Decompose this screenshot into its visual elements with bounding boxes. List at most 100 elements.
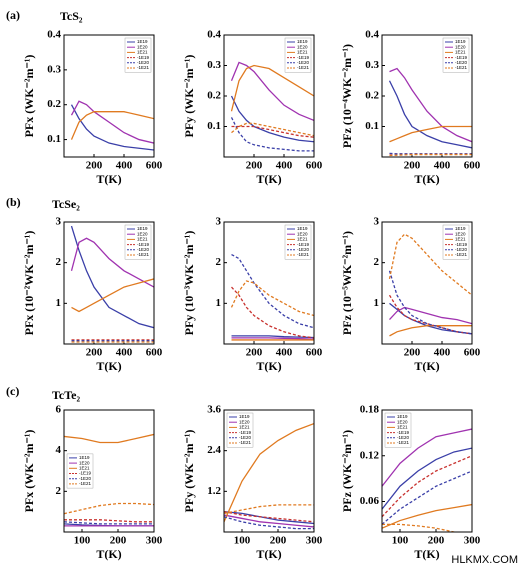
legend-label: -1E19 bbox=[137, 242, 150, 247]
x-tick-label: 600 bbox=[146, 347, 163, 359]
series-line bbox=[224, 511, 314, 523]
plot-lines bbox=[230, 253, 314, 341]
series-line bbox=[231, 337, 314, 340]
x-tick-label: 600 bbox=[464, 160, 481, 172]
legend-label: -1E21 bbox=[79, 481, 92, 486]
series-line bbox=[389, 302, 472, 335]
y-tick-label: 0.4 bbox=[47, 29, 61, 41]
series-line bbox=[72, 160, 155, 163]
legend-label: -1E20 bbox=[455, 247, 468, 252]
x-tick-label: 600 bbox=[146, 160, 163, 172]
series-line bbox=[70, 100, 154, 144]
legend-label: -1E20 bbox=[297, 247, 310, 252]
series-line bbox=[389, 306, 472, 325]
legend-label: -1E20 bbox=[137, 60, 150, 65]
legend-label: 1E19 bbox=[297, 226, 308, 231]
plot-lines bbox=[230, 61, 314, 152]
x-tick-label: 200 bbox=[428, 535, 445, 547]
legend-label: 1E19 bbox=[397, 414, 408, 419]
series-line bbox=[71, 278, 154, 313]
legend-label: -1E19 bbox=[239, 430, 252, 435]
x-tick-label: 200 bbox=[86, 347, 103, 359]
legend-label: 1E19 bbox=[239, 414, 250, 419]
legend-label: -1E21 bbox=[297, 252, 310, 257]
y-tick-label: 0.4 bbox=[365, 29, 379, 41]
legend-box bbox=[384, 412, 412, 448]
plot-frame bbox=[223, 409, 315, 533]
plot-lines bbox=[70, 225, 154, 343]
y-tick-label: 0.12 bbox=[360, 449, 380, 461]
panel-label: (a) bbox=[6, 8, 20, 22]
chart: 2 4 6 100 200 300 T(K) PFx (WK⁻²m⁻¹) 1E191E201E2… bbox=[22, 404, 163, 561]
y-axis-label: PFz (10⁻⁴WK⁻²m⁻¹) bbox=[340, 44, 354, 148]
y-axis-label: PFz (10⁻⁵WK⁻²m⁻¹) bbox=[340, 231, 354, 335]
legend-label: 1E19 bbox=[297, 39, 308, 44]
series-line bbox=[389, 152, 472, 155]
legend-label: -1E19 bbox=[397, 430, 410, 435]
series-line bbox=[72, 164, 155, 167]
y-tick-label: 0.1 bbox=[365, 120, 379, 132]
x-tick-label: 400 bbox=[434, 160, 451, 172]
series-line bbox=[224, 422, 314, 523]
x-tick-label: 200 bbox=[404, 347, 421, 359]
legend-label: -1E19 bbox=[137, 55, 150, 60]
plot-frame bbox=[223, 221, 315, 345]
chart: 0.1 0.2 0.3 0.4 200 400 600 T(K) PFz (10⁻⁴WK⁻²m⁻… bbox=[340, 29, 481, 186]
y-tick-label: 3.6 bbox=[207, 404, 221, 416]
x-axis-label: T(K) bbox=[96, 172, 121, 186]
legend-label: 1E20 bbox=[137, 231, 148, 236]
series-line bbox=[64, 521, 154, 525]
y-tick-label: 2 bbox=[56, 256, 62, 268]
legend-label: -1E20 bbox=[297, 60, 310, 65]
legend-label: 1E20 bbox=[455, 231, 466, 236]
y-axis-label: PFy (10⁻³WK⁻²m⁻¹) bbox=[182, 231, 196, 336]
plot-lines bbox=[388, 233, 472, 337]
series-line bbox=[389, 67, 472, 143]
watermark: HLKMX.COM bbox=[451, 554, 518, 566]
chart: 0.1 0.2 0.3 0.4 200 400 600 T(K) PFx (WK⁻²m⁻¹) 1E… bbox=[22, 29, 163, 186]
chart: 0.06 0.12 0.18 100 200 300 T(K) PFz (WK⁻²m⁻¹) 1E… bbox=[340, 404, 481, 561]
series-line bbox=[231, 125, 314, 138]
series-line bbox=[70, 111, 154, 140]
y-tick-label: 0.1 bbox=[47, 133, 61, 145]
legend-label: -1E21 bbox=[397, 440, 410, 445]
series-line bbox=[231, 286, 314, 339]
series-line bbox=[230, 64, 314, 112]
x-axis-label: T(K) bbox=[256, 359, 281, 373]
material-label: TcS₂ bbox=[60, 9, 83, 23]
legend-label: 1E21 bbox=[79, 465, 90, 470]
plot-lines bbox=[388, 67, 472, 157]
plot-frame bbox=[63, 34, 155, 158]
y-axis-label: PFy (WK⁻²m⁻¹) bbox=[182, 55, 196, 138]
legend-label: 1E19 bbox=[455, 226, 466, 231]
series-line bbox=[231, 122, 314, 137]
legend-label: 1E21 bbox=[137, 237, 148, 242]
legend-box bbox=[284, 37, 312, 73]
x-tick-label: 100 bbox=[392, 535, 409, 547]
x-tick-label: 600 bbox=[306, 160, 323, 172]
legend-label: -1E21 bbox=[137, 252, 150, 257]
y-tick-label: 3 bbox=[216, 216, 222, 228]
legend-label: -1E21 bbox=[455, 65, 468, 70]
y-tick-label: 2.4 bbox=[207, 444, 221, 456]
legend-label: 1E19 bbox=[79, 455, 90, 460]
legend-label: 1E20 bbox=[455, 44, 466, 49]
y-tick-label: 2 bbox=[216, 256, 222, 268]
plot-frame bbox=[63, 221, 155, 345]
series-line bbox=[224, 516, 314, 530]
legend-label: 1E19 bbox=[455, 39, 466, 44]
y-tick-label: 1 bbox=[56, 297, 62, 309]
plot-frame bbox=[381, 409, 473, 533]
x-tick-label: 400 bbox=[116, 160, 133, 172]
